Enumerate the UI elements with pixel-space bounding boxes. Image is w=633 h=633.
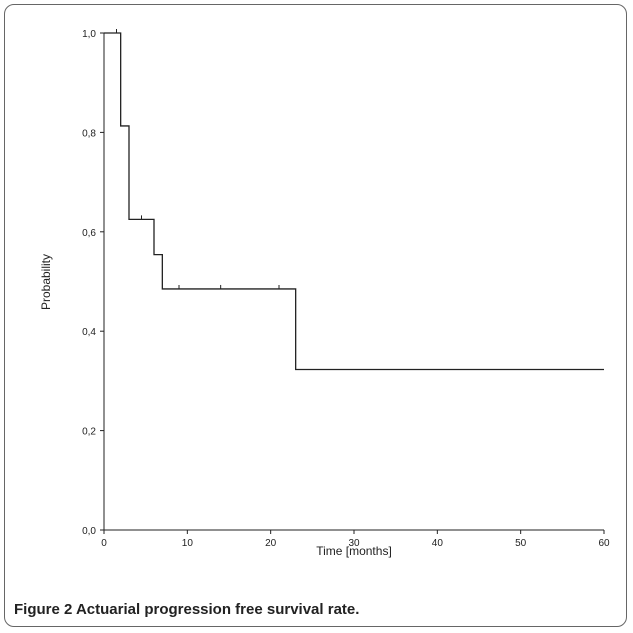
x-axis-label: Time [months] <box>316 544 392 558</box>
y-tick-label: 1,0 <box>82 29 96 40</box>
y-ticks: 0,0 0,2 0,4 0,6 0,8 1,0 <box>82 29 104 537</box>
survival-step-line <box>104 32 604 371</box>
y-tick-label: 0,2 <box>82 427 96 438</box>
x-tick-label: 50 <box>515 538 527 549</box>
y-tick-label: 0,8 <box>82 128 96 139</box>
x-ticks: 0 10 20 30 40 50 60 <box>101 530 610 549</box>
series-group <box>104 32 604 371</box>
caption-number: Figure 2 <box>14 601 73 618</box>
caption-text: Actuarial progression free survival rate… <box>72 601 360 618</box>
censor-marks <box>116 29 280 289</box>
survival-chart: 0,0 0,2 0,4 0,6 0,8 1,0 0 10 20 30 40 50 60 Time [m… <box>39 29 610 558</box>
y-axis-label: Probability <box>39 254 53 310</box>
axes <box>103 33 604 531</box>
figure-frame <box>4 4 627 627</box>
x-tick-label: 0 <box>101 538 107 549</box>
x-tick-label: 40 <box>432 538 444 549</box>
x-tick-label: 20 <box>265 538 277 549</box>
x-tick-label: 30 <box>348 538 360 549</box>
figure-caption: Figure 2 Actuarial progression free surv… <box>14 600 614 620</box>
y-tick-label: 0,6 <box>82 228 96 239</box>
y-tick-label: 0,0 <box>82 526 96 537</box>
x-tick-label: 60 <box>598 538 610 549</box>
y-tick-label: 0,4 <box>82 327 96 338</box>
x-tick-label: 10 <box>182 538 194 549</box>
